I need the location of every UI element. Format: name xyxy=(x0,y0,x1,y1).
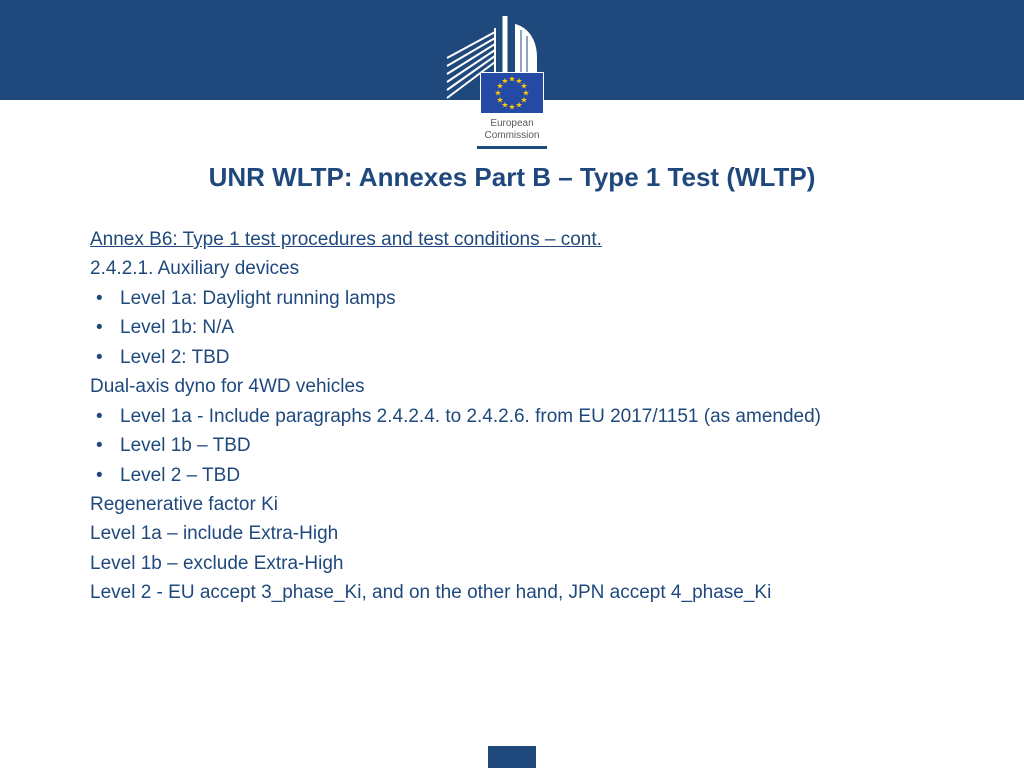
slide-content: Annex B6: Type 1 test procedures and tes… xyxy=(90,225,954,608)
list-item: Level 2 – TBD xyxy=(90,461,954,490)
list-item: Level 1a: Daylight running lamps xyxy=(90,284,954,313)
ec-logo: ★ ★ ★ ★ ★ ★ ★ ★ ★ ★ ★ ★ European Commiss… xyxy=(432,10,592,149)
logo-label: European Commission xyxy=(432,118,592,142)
section2-list: Level 1a - Include paragraphs 2.4.2.4. t… xyxy=(90,402,954,490)
list-item: Level 2: TBD xyxy=(90,343,954,372)
section1-heading: Annex B6: Type 1 test procedures and tes… xyxy=(90,225,954,254)
list-item: Level 1b: N/A xyxy=(90,313,954,342)
logo-underline xyxy=(477,146,547,149)
header-bar: ★ ★ ★ ★ ★ ★ ★ ★ ★ ★ ★ ★ European Commiss… xyxy=(0,0,1024,100)
section2-heading: Dual-axis dyno for 4WD vehicles xyxy=(90,372,954,401)
section3-line: Level 2 - EU accept 3_phase_Ki, and on t… xyxy=(90,578,954,607)
list-item: Level 1a - Include paragraphs 2.4.2.4. t… xyxy=(90,402,954,431)
logo-label-line1: European xyxy=(432,118,592,130)
section3-line: Level 1b – exclude Extra-High xyxy=(90,549,954,578)
logo-label-line2: Commission xyxy=(432,130,592,142)
footer-marker xyxy=(488,746,536,768)
list-item: Level 1b – TBD xyxy=(90,431,954,460)
eu-flag-icon: ★ ★ ★ ★ ★ ★ ★ ★ ★ ★ ★ ★ xyxy=(480,72,544,114)
section1-list: Level 1a: Daylight running lamps Level 1… xyxy=(90,284,954,372)
section3-heading: Regenerative factor Ki xyxy=(90,490,954,519)
slide-title: UNR WLTP: Annexes Part B – Type 1 Test (… xyxy=(0,162,1024,193)
section1-intro: 2.4.2.1. Auxiliary devices xyxy=(90,254,954,283)
section3-line: Level 1a – include Extra-High xyxy=(90,519,954,548)
